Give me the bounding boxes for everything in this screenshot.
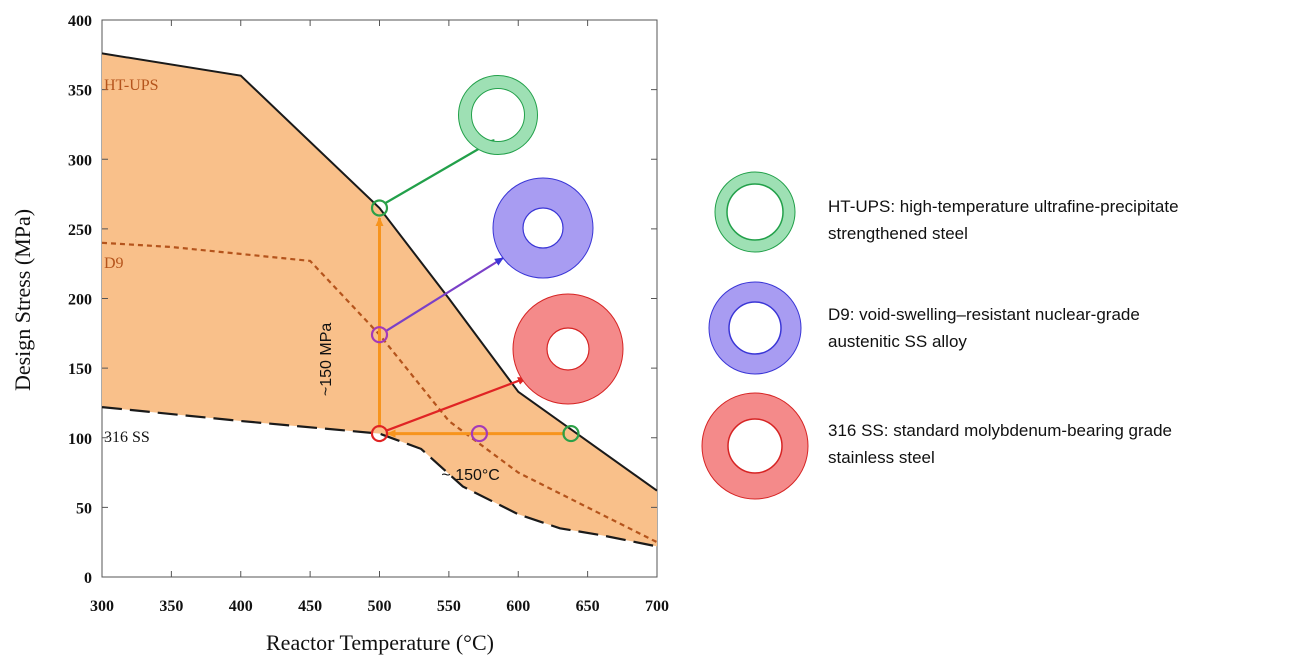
green-tube-icon xyxy=(714,171,796,253)
legend-item-d9: D9: void-swelling–resistant nuclear-grad… xyxy=(708,281,1140,375)
316ss-ring-arrow xyxy=(386,376,527,432)
x-axis-title: Reactor Temperature (°C) xyxy=(266,630,494,655)
legend-label-d9-line1: D9: void-swelling–resistant nuclear-grad… xyxy=(828,305,1140,324)
purple-tube-icon xyxy=(492,177,594,279)
y-tick-label: 300 xyxy=(68,152,92,169)
y-tick-label: 0 xyxy=(84,570,92,587)
y-tick-label: 50 xyxy=(76,500,92,517)
series-line-d9 xyxy=(101,241,658,544)
purple-tube-icon xyxy=(708,281,802,375)
x-tick-label: 450 xyxy=(298,598,322,615)
ht-ups-ring-arrow xyxy=(384,139,495,204)
curves xyxy=(101,52,658,548)
axis-ticks: 300 350 400 450 500 550 600 650 700 0 50 100 150 200 2… xyxy=(68,13,669,615)
plot-tube-rings xyxy=(458,75,624,405)
x-tick-label: 550 xyxy=(437,598,461,615)
y-tick-label: 350 xyxy=(68,83,92,100)
x-tick-label: 600 xyxy=(506,598,530,615)
x-tick-label: 500 xyxy=(368,598,392,615)
legend-label-d9-line2: austenitic SS alloy xyxy=(828,332,967,351)
legend-item-316ss: 316 SS: standard molybdenum-bearing grad… xyxy=(701,392,1172,500)
x-tick-label: 700 xyxy=(645,598,669,615)
red-tube-icon xyxy=(701,392,809,500)
legend-label-ht-ups-line2: strengthened steel xyxy=(828,224,968,243)
arrows xyxy=(375,139,565,438)
curve-label-316ss: 316 SS xyxy=(104,429,150,446)
y-axis-title: Design Stress (MPa) xyxy=(10,209,35,391)
y-tick-label: 400 xyxy=(68,13,92,30)
green-tube-icon xyxy=(458,75,538,155)
series-line-316-ss xyxy=(101,406,658,548)
data-point-marker xyxy=(370,424,389,443)
y-tick-label: 100 xyxy=(68,431,92,448)
y-tick-label: 200 xyxy=(68,292,92,309)
data-point-marker xyxy=(470,424,488,443)
curve-label-d9: D9 xyxy=(104,255,124,272)
x-tick-label: 350 xyxy=(159,598,183,615)
data-point-marker xyxy=(562,424,580,443)
x-tick-label: 300 xyxy=(90,598,114,615)
data-point-marker xyxy=(370,326,389,344)
legend-item-ht-ups: HT-UPS: high-temperature ultrafine-preci… xyxy=(714,171,1179,253)
markers xyxy=(370,199,580,443)
d9-ring-arrow xyxy=(385,257,504,332)
y-tick-label: 250 xyxy=(68,222,92,239)
legend-label-ht-ups-line1: HT-UPS: high-temperature ultrafine-preci… xyxy=(828,197,1179,216)
legend-label-316ss-line2: stainless steel xyxy=(828,448,935,467)
red-tube-icon xyxy=(512,293,624,405)
data-point-marker xyxy=(370,199,389,217)
curve-label-ht-ups: HT-UPS xyxy=(104,77,159,94)
y-tick-label: 150 xyxy=(68,361,92,378)
legend-label-316ss-line1: 316 SS: standard molybdenum-bearing grad… xyxy=(828,421,1172,440)
x-tick-label: 650 xyxy=(576,598,600,615)
series-line-ht-ups xyxy=(101,52,658,492)
legend: HT-UPS: high-temperature ultrafine-preci… xyxy=(701,171,1179,500)
annotation-temp-gap: ~ 150°C xyxy=(441,467,499,484)
annotation-stress-gap: ~150 MPa xyxy=(318,323,335,396)
x-tick-label: 400 xyxy=(229,598,253,615)
